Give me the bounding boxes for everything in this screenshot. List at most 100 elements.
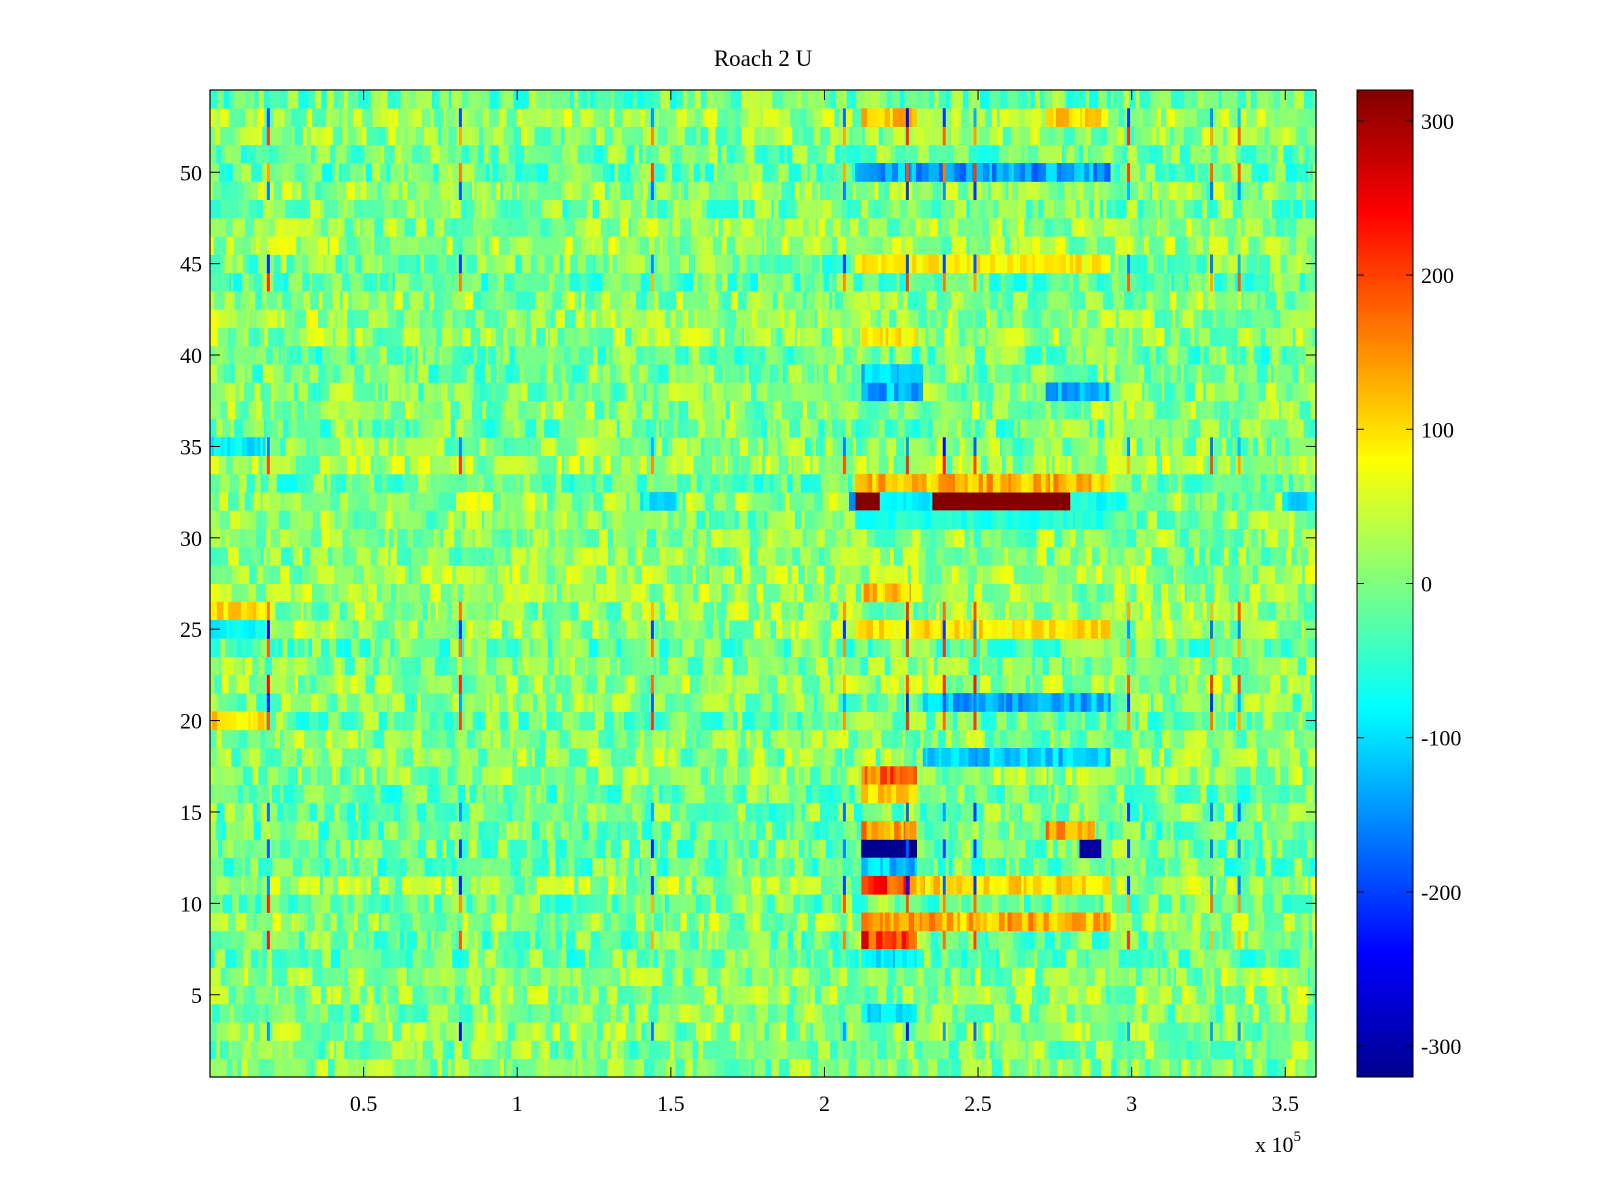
heatmap-cell	[574, 839, 582, 859]
heatmap-cell	[1020, 802, 1023, 822]
heatmap-cell	[396, 546, 403, 566]
heatmap-cell	[1297, 583, 1302, 603]
heatmap-cell	[1080, 674, 1092, 694]
heatmap-cell	[921, 1022, 930, 1041]
heatmap-cell	[835, 601, 839, 621]
heatmap-cell	[1013, 565, 1021, 584]
heatmap-cell	[1086, 766, 1090, 785]
heatmap-cell	[606, 894, 613, 913]
heatmap-cell	[606, 729, 615, 749]
heatmap-cell	[1177, 766, 1184, 785]
heatmap-cell	[446, 967, 450, 987]
heatmap-cell	[891, 601, 896, 621]
heatmap-cell	[990, 674, 1003, 694]
heatmap-cell	[453, 546, 462, 566]
heatmap-cell	[253, 802, 258, 822]
heatmap-cell	[427, 1022, 432, 1041]
heatmap-cell	[347, 729, 355, 749]
heatmap-cell	[529, 949, 541, 968]
heatmap-cell	[1181, 601, 1189, 621]
heatmap-cell	[641, 802, 646, 822]
heatmap-cell	[549, 857, 557, 877]
heatmap-cell	[746, 748, 755, 767]
heatmap-cell	[835, 748, 840, 767]
heatmap-cell	[269, 967, 272, 987]
heatmap-cell	[777, 674, 787, 694]
heatmap-cell	[1091, 601, 1102, 621]
heatmap-cell	[262, 949, 268, 968]
heatmap-cell	[267, 748, 273, 767]
heatmap-cell	[888, 894, 896, 913]
heatmap-cell	[562, 1003, 571, 1023]
heatmap-cell	[699, 912, 705, 932]
heatmap-cell	[225, 821, 233, 840]
heatmap-cell	[830, 967, 838, 987]
heatmap-cell	[279, 528, 290, 548]
heatmap-cell	[1032, 546, 1038, 566]
heatmap-cell	[729, 912, 740, 932]
heatmap-cell	[271, 674, 280, 694]
heatmap-cell	[672, 967, 679, 987]
heatmap-cell	[1280, 674, 1289, 694]
heatmap-cell	[1057, 656, 1063, 676]
heatmap-cell	[288, 894, 299, 913]
heatmap-cell	[659, 656, 669, 676]
heatmap-cell	[1044, 601, 1053, 621]
heatmap-cell	[279, 674, 287, 694]
heatmap-cell	[491, 1003, 496, 1023]
heatmap-cell	[394, 638, 401, 658]
heatmap-cell	[325, 729, 333, 749]
heatmap-cell	[443, 802, 455, 822]
heatmap-cell	[287, 967, 294, 987]
heatmap-cell	[794, 766, 800, 785]
heatmap-cell	[1221, 967, 1229, 987]
heatmap-cell	[1023, 784, 1030, 804]
heatmap-cell	[984, 729, 995, 749]
heatmap-cell	[1246, 802, 1250, 822]
heatmap-cell	[231, 583, 243, 603]
heatmap-cell	[868, 967, 875, 987]
heatmap-cell	[662, 583, 672, 603]
heatmap-cell	[281, 912, 293, 932]
heatmap-cell	[1040, 802, 1053, 822]
heatmap-cell	[1256, 985, 1267, 1005]
heatmap-cell	[1236, 821, 1241, 840]
heatmap-cell	[1138, 930, 1149, 950]
heatmap-cell	[944, 894, 951, 913]
heatmap-cell	[401, 748, 404, 767]
heatmap-cell	[848, 930, 856, 950]
heatmap-cell	[774, 565, 778, 584]
heatmap-cell	[1217, 601, 1227, 621]
heatmap-cell	[1031, 802, 1042, 822]
heatmap-cell	[314, 1003, 321, 1023]
heatmap-cell	[797, 949, 801, 968]
heatmap-cell	[1214, 1040, 1225, 1060]
heatmap-cell	[1156, 1003, 1165, 1023]
heatmap-cell	[683, 949, 695, 968]
heatmap-cell	[513, 930, 521, 950]
heatmap-cell	[1214, 583, 1220, 603]
heatmap-cell	[1102, 839, 1113, 859]
heatmap-cell	[1302, 766, 1308, 785]
heatmap-cell	[766, 546, 776, 566]
heatmap-cell	[425, 1022, 428, 1041]
heatmap-cell	[609, 949, 613, 968]
heatmap-cell	[1230, 601, 1235, 621]
heatmap-cell	[940, 784, 947, 804]
heatmap-cell	[1124, 912, 1133, 932]
heatmap-cell	[988, 601, 991, 621]
heatmap-cell	[357, 711, 364, 731]
heatmap-cell	[219, 985, 230, 1005]
heatmap-cell	[928, 674, 937, 694]
heatmap-cell	[602, 766, 614, 785]
heatmap-cell	[493, 729, 497, 749]
heatmap-cell	[560, 620, 572, 639]
heatmap-cell	[503, 949, 509, 968]
heatmap-cell	[693, 546, 698, 566]
heatmap-cell	[400, 802, 409, 822]
heatmap-cell	[864, 1040, 875, 1060]
heatmap-cell	[397, 693, 402, 712]
heatmap-cell	[740, 1022, 745, 1041]
heatmap-cell	[320, 546, 329, 566]
heatmap-cell	[249, 748, 261, 767]
